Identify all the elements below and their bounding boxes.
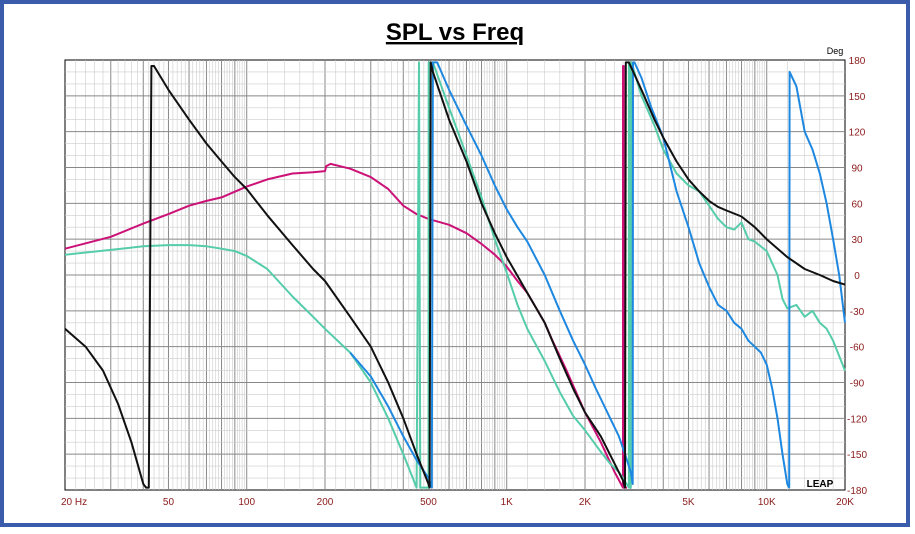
y-tick-label: 30	[851, 235, 863, 246]
series-layer	[64, 61, 846, 489]
x-tick-label: 1K	[501, 497, 514, 508]
chart-title: SPL vs Freq	[386, 19, 524, 46]
y-tick-label: -60	[850, 343, 865, 354]
y-tick-label: 150	[849, 92, 866, 103]
y-tick-label: -90	[850, 379, 865, 390]
y-axis-ticks: 180 150 120 90 60 30 0 -30 -60 -90 -120 -150 -180	[847, 56, 867, 497]
y-tick-label: -120	[847, 414, 867, 425]
y-tick-label: 90	[851, 164, 863, 175]
x-tick-label: 10K	[758, 497, 776, 508]
y-tick-label: -150	[847, 450, 867, 461]
x-tick-label: 20K	[836, 497, 854, 508]
y-tick-label: 60	[851, 199, 863, 210]
x-tick-label: 200	[317, 497, 334, 508]
y-axis-unit-label: Deg	[827, 46, 844, 56]
y-tick-label: 120	[849, 128, 866, 139]
series-line-3	[349, 61, 846, 489]
y-tick-label: -30	[850, 307, 865, 318]
grid	[65, 60, 845, 490]
y-tick-label: 180	[849, 56, 866, 67]
y-tick-label: 0	[854, 271, 860, 282]
x-tick-label: 20 Hz	[61, 497, 87, 508]
series-line-2	[64, 61, 846, 489]
x-tick-label: 5K	[682, 497, 695, 508]
series-line-4	[64, 61, 846, 489]
x-axis-ticks: 20 Hz 50 100 200 500 1K 2K 5K 10K 20K	[61, 497, 854, 508]
leap-logo: LEAP	[807, 479, 834, 490]
x-tick-label: 500	[420, 497, 437, 508]
y-tick-label: -180	[847, 486, 867, 497]
x-tick-label: 100	[238, 497, 255, 508]
x-tick-label: 50	[163, 497, 175, 508]
x-tick-label: 2K	[579, 497, 592, 508]
